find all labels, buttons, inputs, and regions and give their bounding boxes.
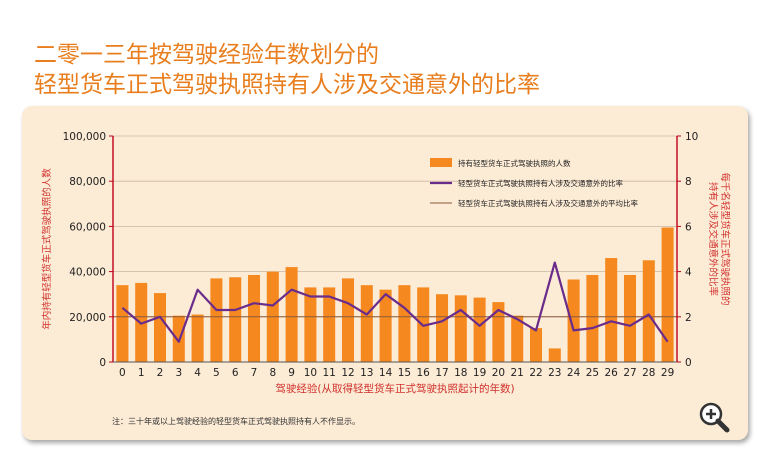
x-tick-label: 24 xyxy=(567,367,581,379)
bar xyxy=(398,285,411,362)
page-title-line-2: 轻型货车正式驾驶执照持有人涉及交通意外的比率 xyxy=(34,72,540,98)
bar xyxy=(360,285,373,362)
bar xyxy=(586,274,599,362)
right-tick-label: 0 xyxy=(685,357,692,369)
x-tick-label: 19 xyxy=(473,367,486,379)
x-tick-label: 8 xyxy=(269,367,276,379)
x-axis-label: 驾驶经验(从取得轻型货车正式驾驶执照起计的年数) xyxy=(275,382,514,395)
footnote: 注：三十年或以上驾驶经验的轻型货车正式驾驶执照持有人不作显示。 xyxy=(112,417,360,426)
left-tick-label: 80,000 xyxy=(69,176,106,188)
x-tick-label: 17 xyxy=(435,367,448,379)
left-tick-label: 20,000 xyxy=(69,312,106,324)
left-tick-label: 60,000 xyxy=(69,221,106,233)
x-tick-label: 4 xyxy=(194,367,201,379)
x-tick-label: 12 xyxy=(341,367,354,379)
chart-panel xyxy=(22,106,748,440)
bar xyxy=(191,314,204,362)
x-tick-label: 14 xyxy=(379,367,393,379)
x-tick-label: 13 xyxy=(360,367,373,379)
bar xyxy=(304,287,317,362)
right-tick-label: 8 xyxy=(685,176,692,188)
bar xyxy=(153,293,167,362)
bar xyxy=(210,278,223,362)
x-tick-label: 22 xyxy=(529,367,542,379)
bar xyxy=(435,294,449,362)
legend-label: 持有轻型货车正式驾驶执照的人数 xyxy=(458,158,571,168)
bar xyxy=(285,267,298,362)
x-tick-label: 6 xyxy=(232,367,239,379)
x-tick-label: 11 xyxy=(323,367,336,379)
bar xyxy=(454,295,467,362)
x-tick-label: 9 xyxy=(288,367,295,379)
bar xyxy=(605,258,618,362)
left-axis-label: 年内持有轻型货车正式驾驶执照的人数 xyxy=(41,168,53,330)
x-tick-label: 7 xyxy=(251,367,258,379)
x-tick-label: 28 xyxy=(642,367,655,379)
bar xyxy=(567,279,580,362)
x-tick-label: 21 xyxy=(511,367,524,379)
bar xyxy=(247,274,261,362)
x-tick-label: 18 xyxy=(454,367,467,379)
bar xyxy=(341,278,355,362)
label-layer: 020,00040,00060,00080,000100,00002468100… xyxy=(41,131,731,395)
bar xyxy=(548,348,561,362)
x-tick-label: 20 xyxy=(492,367,505,379)
bar xyxy=(623,274,637,362)
zoom-in-magnifier-icon xyxy=(699,402,730,433)
bar xyxy=(661,227,674,362)
page-title-line-1: 二零一三年按驾驶经验年数划分的 xyxy=(34,42,379,68)
x-tick-label: 0 xyxy=(119,367,126,379)
x-tick-label: 10 xyxy=(304,367,317,379)
bar xyxy=(642,260,655,362)
zoom-button[interactable] xyxy=(697,400,731,434)
bar-layer xyxy=(116,227,674,362)
bar xyxy=(379,289,392,362)
bar xyxy=(116,285,129,362)
legend-bar-swatch xyxy=(430,158,452,167)
bar xyxy=(529,328,543,362)
right-tick-label: 10 xyxy=(685,131,698,143)
rate-line xyxy=(121,261,669,343)
x-tick-label: 15 xyxy=(398,367,411,379)
right-axis-label: 每千名轻型货车正式驾驶执照的 xyxy=(719,172,731,305)
bar xyxy=(323,287,336,362)
bar xyxy=(511,315,524,362)
x-tick-label: 3 xyxy=(175,367,182,379)
line-layer xyxy=(113,261,677,343)
x-tick-label: 26 xyxy=(605,367,619,379)
right-tick-label: 6 xyxy=(685,221,692,233)
bar xyxy=(473,297,486,362)
x-tick-label: 27 xyxy=(623,367,636,379)
legend-label: 轻型货车正式驾驶执照持有人涉及交通意外的平均比率 xyxy=(458,198,638,208)
right-tick-label: 2 xyxy=(685,312,692,324)
right-axis-label: 持有人涉及交通意外的比率 xyxy=(707,182,719,297)
legend-label: 轻型货车正式驾驶执照持有人涉及交通意外的比率 xyxy=(458,178,623,188)
x-tick-label: 1 xyxy=(138,367,145,379)
left-tick-label: 0 xyxy=(99,357,106,369)
axis-layer xyxy=(109,135,681,363)
x-tick-label: 29 xyxy=(661,367,674,379)
x-tick-label: 2 xyxy=(157,367,164,379)
right-tick-label: 4 xyxy=(685,267,692,279)
x-tick-label: 23 xyxy=(548,367,561,379)
x-tick-label: 5 xyxy=(213,367,220,379)
x-tick-label: 16 xyxy=(417,367,431,379)
left-tick-label: 40,000 xyxy=(69,267,106,279)
x-tick-label: 25 xyxy=(586,367,599,379)
left-tick-label: 100,000 xyxy=(63,131,106,143)
bar xyxy=(229,277,242,362)
legend: 持有轻型货车正式驾驶执照的人数轻型货车正式驾驶执照持有人涉及交通意外的比率轻型货… xyxy=(430,158,638,208)
